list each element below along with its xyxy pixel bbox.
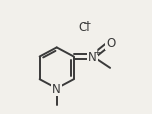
Text: −: −	[82, 19, 91, 29]
Text: O: O	[106, 37, 115, 50]
Text: +: +	[93, 47, 101, 56]
Text: N: N	[52, 82, 61, 95]
Text: Cl: Cl	[78, 21, 90, 34]
Text: N: N	[88, 51, 97, 63]
